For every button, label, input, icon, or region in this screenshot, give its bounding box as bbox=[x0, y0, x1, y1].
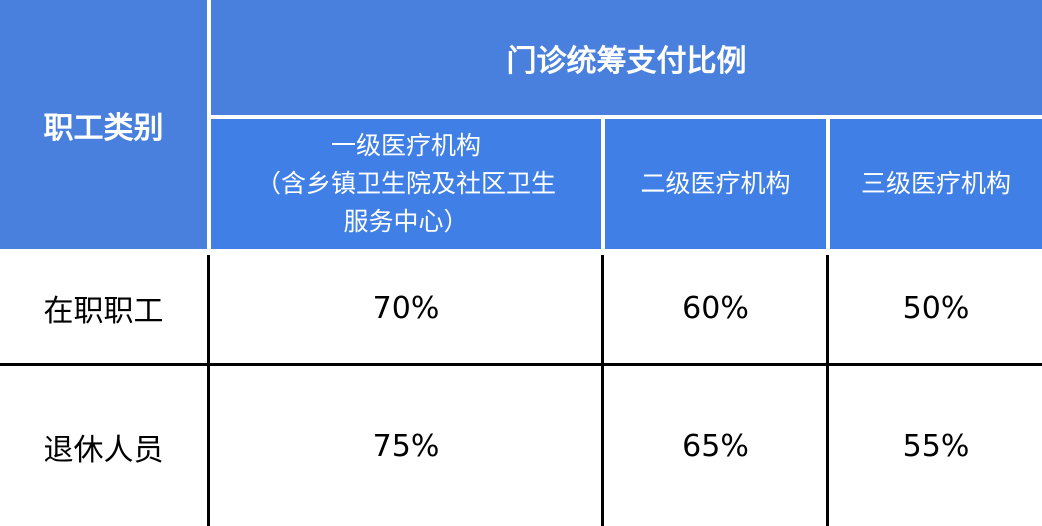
header-group: 门诊统筹支付比例 bbox=[211, 0, 1042, 115]
row-value: 60% bbox=[682, 290, 749, 326]
row-value: 65% bbox=[682, 429, 749, 464]
column-divider bbox=[601, 255, 604, 526]
header-level-1-line: 一级医疗机构 bbox=[330, 131, 481, 160]
header-level-2: 二级医疗机构 bbox=[605, 119, 826, 249]
row-category: 在职职工 bbox=[43, 294, 164, 329]
header-level-3: 三级医疗机构 bbox=[830, 119, 1042, 249]
header-level-1: 一级医疗机构 （含乡镇卫生院及社区卫生 服务中心） bbox=[211, 119, 601, 249]
row-value: 50% bbox=[902, 290, 970, 326]
row-value: 75% bbox=[372, 429, 440, 464]
header-level-1-line: 服务中心） bbox=[343, 207, 469, 236]
column-divider bbox=[826, 255, 829, 526]
header-category: 职工类别 bbox=[0, 0, 207, 249]
row-value: 55% bbox=[902, 429, 970, 464]
row-category: 退休人员 bbox=[43, 432, 164, 468]
row-value: 70% bbox=[372, 290, 440, 326]
row-divider bbox=[0, 363, 1042, 366]
column-divider bbox=[207, 255, 210, 526]
header-level-1-line: （含乡镇卫生院及社区卫生 bbox=[255, 169, 556, 198]
